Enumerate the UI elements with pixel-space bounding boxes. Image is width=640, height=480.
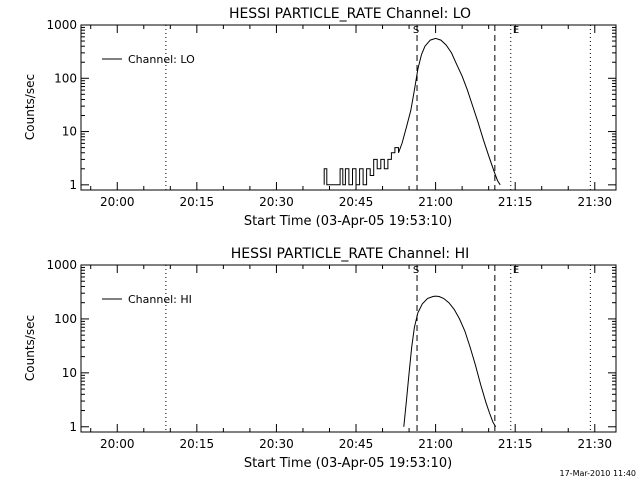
x-axis-label: Start Time (03-Apr-05 19:53:10) (244, 456, 452, 471)
y-tick-label: 10 (62, 366, 77, 380)
y-tick-label: 100 (54, 71, 77, 85)
footer-timestamp: 17-Mar-2010 11:40 (560, 469, 637, 478)
chart-title: HESSI PARTICLE_RATE Channel: LO (229, 6, 471, 22)
chart-panel-lo: HESSI PARTICLE_RATE Channel: LO 1 10 100 10… (23, 6, 617, 229)
x-tick-label: 21:30 (577, 437, 612, 451)
x-tick-label: 20:15 (180, 195, 215, 209)
x-tick-label: 20:30 (259, 437, 294, 451)
x-tick-label: 21:00 (418, 437, 453, 451)
legend-label: Channel: HI (128, 293, 192, 306)
y-axis-label: Counts/sec (23, 74, 37, 140)
flag-lines (165, 25, 591, 190)
series-line-hi (403, 295, 497, 428)
y-tick-label: 1000 (46, 258, 77, 272)
flag-lines (165, 265, 591, 432)
x-axis-label: Start Time (03-Apr-05 19:53:10) (244, 214, 452, 229)
x-ticks: 20:00 20:15 20:30 20:45 21:00 21:15 21:30 (90, 25, 612, 209)
y-tick-label: 100 (54, 312, 77, 326)
plot-frame (80, 24, 617, 191)
annotation-start-flag: S (413, 25, 419, 36)
legend-label: Channel: LO (128, 53, 195, 66)
x-tick-label: 20:00 (100, 195, 135, 209)
x-tick-label: 20:45 (339, 195, 374, 209)
x-tick-label: 20:45 (339, 437, 374, 451)
series-line-lo (323, 37, 501, 186)
y-tick-label: 1 (69, 178, 77, 192)
chart-title: HESSI PARTICLE_RATE Channel: HI (231, 246, 469, 262)
plot-frame (80, 264, 617, 433)
y-ticks: 1 10 100 1000 (46, 258, 616, 434)
x-tick-label: 21:30 (577, 195, 612, 209)
annotation-start-flag: S (413, 265, 419, 276)
x-tick-label: 20:00 (100, 437, 135, 451)
y-ticks: 1 10 100 1000 (46, 18, 616, 192)
annotation-end-flag: E (513, 25, 519, 36)
y-tick-label: 10 (62, 125, 77, 139)
y-tick-label: 1 (69, 420, 77, 434)
y-axis-label: Counts/sec (23, 315, 37, 381)
x-tick-label: 21:15 (498, 437, 533, 451)
x-tick-label: 20:30 (259, 195, 294, 209)
y-tick-label: 1000 (46, 18, 77, 32)
annotation-end-flag: E (513, 265, 519, 276)
x-tick-label: 20:15 (180, 437, 215, 451)
chart-panel-hi: HESSI PARTICLE_RATE Channel: HI 1 10 100 10… (23, 246, 617, 471)
x-ticks: 20:00 20:15 20:30 20:45 21:00 21:15 21:30 (90, 265, 612, 451)
x-tick-label: 21:15 (498, 195, 533, 209)
x-tick-label: 21:00 (418, 195, 453, 209)
